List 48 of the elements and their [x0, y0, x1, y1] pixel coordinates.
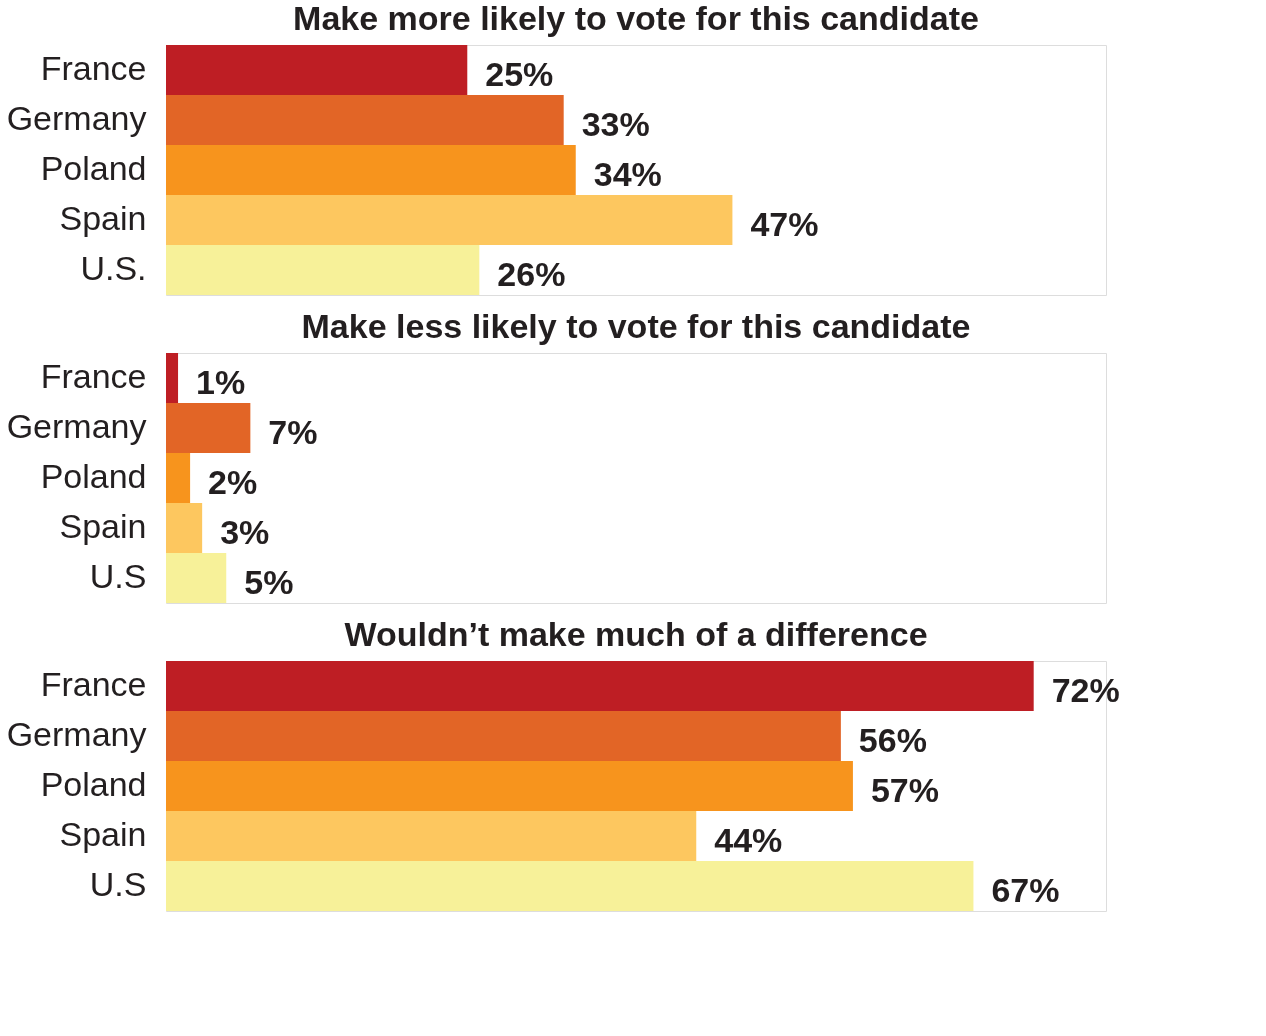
- data-label: 1%: [196, 363, 246, 401]
- bar: [166, 403, 251, 453]
- bar: [166, 761, 853, 811]
- data-label: 26%: [497, 255, 566, 293]
- data-label: 3%: [220, 513, 270, 551]
- data-label: 56%: [858, 721, 927, 759]
- y-tick-label: France: [40, 49, 147, 87]
- data-label: 72%: [1051, 671, 1120, 709]
- y-tick-label: U.S: [89, 557, 147, 595]
- y-tick-label: France: [40, 665, 147, 703]
- y-tick-label: U.S.: [80, 249, 147, 287]
- chart-title: Make more likely to vote for this candidate: [293, 0, 979, 37]
- y-tick-label: Poland: [40, 765, 147, 803]
- data-label: 47%: [750, 205, 819, 243]
- bar: [166, 353, 179, 403]
- bar: [166, 95, 564, 145]
- y-tick-label: Germany: [6, 99, 147, 137]
- data-label: 67%: [991, 871, 1060, 909]
- data-label: 34%: [593, 155, 662, 193]
- data-label: 44%: [714, 821, 783, 859]
- bar: [166, 145, 576, 195]
- bar: [166, 245, 480, 295]
- y-tick-label: Poland: [40, 149, 147, 187]
- chart-title: Make less likely to vote for this candidate: [301, 307, 971, 345]
- bar: [166, 453, 191, 503]
- bar: [166, 661, 1034, 711]
- y-tick-label: U.S: [89, 865, 147, 903]
- y-tick-label: Spain: [59, 199, 147, 237]
- bar: [166, 503, 203, 553]
- bar: [166, 195, 733, 245]
- y-tick-label: Spain: [59, 815, 147, 853]
- data-label: 5%: [244, 563, 294, 601]
- y-tick-label: Poland: [40, 457, 147, 495]
- data-label: 33%: [581, 105, 650, 143]
- data-label: 25%: [485, 55, 554, 93]
- chart-title: Wouldn’t make much of a difference: [344, 615, 928, 653]
- y-tick-label: France: [40, 357, 147, 395]
- y-tick-label: Germany: [6, 407, 147, 445]
- bar: [166, 711, 841, 761]
- bar: [166, 861, 974, 911]
- bar: [166, 553, 227, 603]
- data-label: 57%: [870, 771, 939, 809]
- bar: [166, 45, 468, 95]
- y-tick-label: Germany: [6, 715, 147, 753]
- y-tick-label: Spain: [59, 507, 147, 545]
- data-label: 7%: [268, 413, 318, 451]
- bar: [166, 811, 697, 861]
- data-label: 2%: [208, 463, 258, 501]
